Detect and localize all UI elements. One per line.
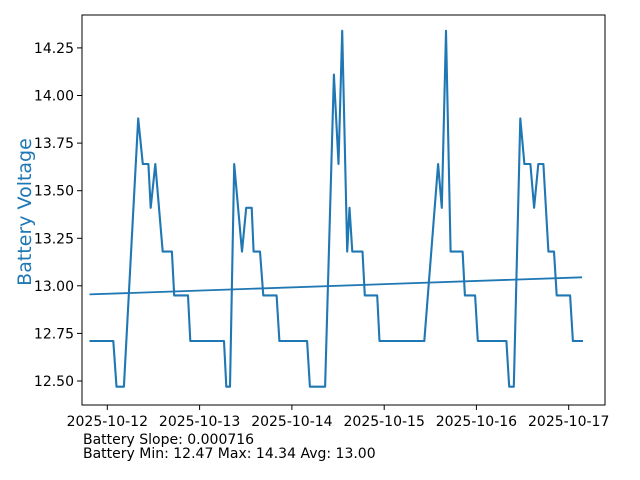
x-axis-tick-label: 2025-10-16	[436, 414, 517, 430]
y-axis-tick-label: 12.75	[34, 326, 74, 342]
y-axis-tick-label: 14.00	[34, 89, 74, 105]
axes-spines	[81, 14, 606, 406]
stats-annotation-line1: Battery Slope: 0.000716	[83, 432, 255, 448]
battery-voltage-line	[89, 29, 583, 388]
stats-annotation: Battery Slope: 0.000716 Battery Min: 12.…	[83, 432, 376, 463]
x-axis-tick-label: 2025-10-15	[344, 414, 425, 430]
y-axis-tick-label: 13.25	[34, 231, 74, 247]
battery-trend-line	[89, 276, 583, 296]
y-axis-tick-label: 13.00	[34, 279, 74, 295]
x-axis-tick-label: 2025-10-17	[528, 414, 609, 430]
y-axis-label: Battery Voltage	[14, 138, 36, 286]
y-axis-tick-label: 13.50	[34, 184, 74, 200]
y-axis-tick-label: 13.75	[34, 136, 74, 152]
x-axis-tick-label: 2025-10-14	[251, 414, 332, 430]
stats-annotation-line2: Battery Min: 12.47 Max: 14.34 Avg: 13.00	[83, 446, 376, 463]
x-axis-tick-label: 2025-10-13	[159, 414, 240, 430]
y-axis-tick-label: 14.25	[34, 41, 74, 57]
x-axis-tick-label: 2025-10-12	[67, 414, 148, 430]
y-axis-tick-label: 12.50	[34, 374, 74, 390]
